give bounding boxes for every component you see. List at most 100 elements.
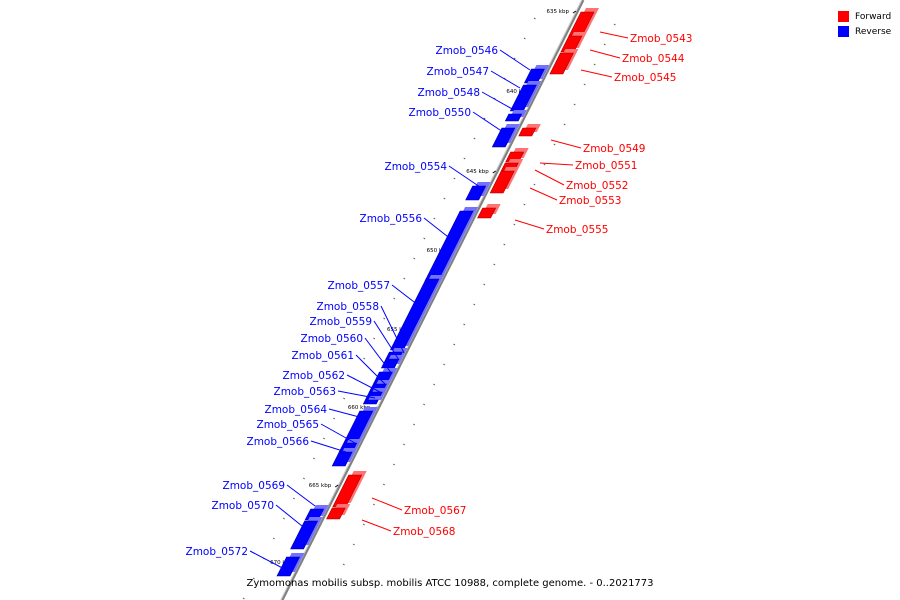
gene-label[interactable]: Zmob_0562 <box>283 370 345 382</box>
tick-label: 635 kbp <box>547 9 570 15</box>
gene-zmob_0546[interactable] <box>523 65 550 84</box>
tick-layer: 635 kbp 640 kbp 645 kbp 650 kbp 655 kbp 660 k… <box>242 9 616 600</box>
gene-leader-line <box>355 354 387 386</box>
gene-face-front <box>509 84 537 112</box>
gene-leader-line <box>599 31 629 39</box>
gene-label[interactable]: Zmob_0557 <box>328 280 390 292</box>
gene-label[interactable]: Zmob_0559 <box>310 316 372 328</box>
gene-label[interactable]: Zmob_0572 <box>186 546 248 558</box>
guide-tick <box>352 543 355 546</box>
gene-label[interactable]: Zmob_0569 <box>223 480 285 492</box>
guide-tick <box>563 123 566 126</box>
gene-label[interactable]: Zmob_0544 <box>622 53 685 65</box>
guide-tick <box>473 137 476 140</box>
gene-zmob_0549[interactable] <box>518 124 541 137</box>
gene-zmob_0555[interactable] <box>477 204 501 219</box>
tick-mark <box>492 170 496 174</box>
gene-leader-line <box>346 374 381 393</box>
gene-zmob_0566[interactable] <box>331 448 358 467</box>
gene-leader-line <box>448 165 481 188</box>
guide-tick <box>392 463 396 466</box>
guide-tick <box>553 143 556 146</box>
gene-leader-line <box>275 504 303 527</box>
gene-label[interactable]: Zmob_0558 <box>317 301 379 313</box>
gene-face-front <box>491 127 516 148</box>
gene-label[interactable]: Zmob_0570 <box>212 500 274 512</box>
gene-label[interactable]: Zmob_0566 <box>247 436 310 448</box>
gene-leader-line <box>249 550 291 573</box>
guide-tick <box>322 437 326 440</box>
gene-zmob_0556[interactable] <box>424 207 479 282</box>
gene-zmob_0545[interactable] <box>549 49 579 75</box>
guide-tick <box>443 363 446 366</box>
gene-label[interactable]: Zmob_0550 <box>409 107 471 119</box>
guide-tick <box>373 337 376 340</box>
gene-label[interactable]: Zmob_0547 <box>427 66 489 78</box>
gene-face-front <box>504 113 523 122</box>
guide-tick <box>332 583 335 586</box>
gene-label[interactable]: Zmob_0545 <box>614 72 676 84</box>
gene-face-front <box>477 207 497 219</box>
gene-label[interactable]: Zmob_0551 <box>575 160 637 172</box>
gene-leader-line <box>472 111 504 133</box>
gene-face-front <box>424 210 474 282</box>
gene-leader-line <box>514 219 545 230</box>
gene-label[interactable]: Zmob_0568 <box>393 526 455 538</box>
gene-zmob_0572[interactable] <box>276 553 305 577</box>
gene-label[interactable]: Zmob_0555 <box>546 224 608 236</box>
tick-label: 650 kbp <box>427 248 450 254</box>
gene-zmob_0570[interactable] <box>290 517 323 550</box>
forward-swatch <box>838 11 849 22</box>
guide-tick <box>343 397 346 400</box>
gene-zmob_0563[interactable] <box>362 396 384 405</box>
guide-tick <box>403 277 406 280</box>
gene-label[interactable]: Zmob_0567 <box>404 505 466 517</box>
gene-face-front <box>326 507 346 520</box>
gene-label[interactable]: Zmob_0560 <box>301 333 363 345</box>
tick-label: 645 kbp <box>466 169 489 175</box>
gene-leader-line <box>371 497 403 511</box>
gene-zmob_0554[interactable] <box>465 182 491 201</box>
guide-tick <box>382 483 385 486</box>
gene-leader-line <box>481 91 515 111</box>
gene-zmob_0553[interactable] <box>489 167 520 194</box>
gene-face-front <box>389 278 440 351</box>
guide-tick <box>402 443 406 446</box>
gene-label[interactable]: Zmob_0546 <box>436 45 499 57</box>
gene-zmob_0557[interactable] <box>389 275 444 351</box>
gene-zmob_0548[interactable] <box>504 110 527 122</box>
legend: Forward Reverse <box>838 9 891 39</box>
gene-zmob_0547[interactable] <box>509 81 542 112</box>
tick-label: 670 kbp <box>270 560 293 566</box>
gene-leader-line <box>373 320 400 361</box>
legend-label-reverse: Reverse <box>855 26 892 37</box>
gene-label[interactable]: Zmob_0563 <box>274 386 336 398</box>
gene-zmob_0568[interactable] <box>326 504 351 520</box>
gene-zmob_0550[interactable] <box>491 124 520 148</box>
guide-tick <box>423 403 426 406</box>
genome-backbone <box>280 0 585 600</box>
legend-item-reverse: Reverse <box>838 24 891 39</box>
gene-label[interactable]: Zmob_0543 <box>630 33 692 45</box>
gene-leader-line <box>337 390 376 399</box>
gene-leader-line <box>539 162 574 166</box>
gene-label[interactable]: Zmob_0549 <box>583 143 645 155</box>
gene-leader-line <box>534 169 565 186</box>
gene-layer <box>276 8 599 577</box>
guide-tick <box>593 63 596 66</box>
gene-leader-line <box>361 519 392 532</box>
gene-label[interactable]: Zmob_0552 <box>566 180 628 192</box>
gene-zmob_0564[interactable] <box>343 407 378 444</box>
gene-label[interactable]: Zmob_0565 <box>257 419 319 431</box>
gene-label[interactable]: Zmob_0548 <box>418 87 480 99</box>
gene-label[interactable]: Zmob_0564 <box>265 404 328 416</box>
guide-tick <box>523 37 526 40</box>
gene-label[interactable]: Zmob_0561 <box>292 350 354 362</box>
gene-label[interactable]: Zmob_0554 <box>385 161 448 173</box>
gene-label[interactable]: Zmob_0553 <box>559 195 621 207</box>
gene-label[interactable]: Zmob_0556 <box>360 213 423 225</box>
guide-tick <box>453 177 456 180</box>
guide-tick <box>543 163 546 166</box>
guide-tick <box>573 103 576 106</box>
guide-tick <box>292 497 295 500</box>
